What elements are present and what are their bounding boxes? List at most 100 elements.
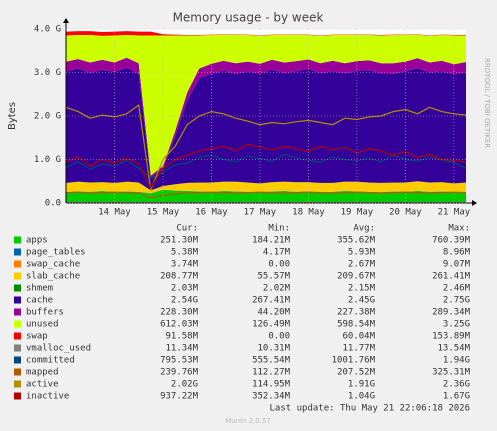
legend-stat: 1001.76M	[332, 356, 376, 366]
legend-swatch	[14, 344, 21, 352]
legend-swatch	[14, 368, 21, 376]
y-tick-label: 0.0	[45, 199, 61, 209]
legend-stat: 11.77M	[342, 344, 375, 354]
legend-stat: 0.00	[268, 332, 290, 342]
legend-stat: 2.45G	[348, 296, 375, 306]
legend-stat: 5.38M	[171, 248, 199, 258]
legend-stat: 2.67M	[348, 260, 376, 270]
legend-stat: 91.58M	[165, 332, 198, 342]
legend-stat: 352.34M	[252, 392, 291, 402]
legend-stat: 760.39M	[432, 236, 471, 246]
legend-stat: 55.57M	[257, 272, 290, 282]
y-tick-label: 2.0 G	[34, 112, 61, 122]
y-axis-arrow	[63, 18, 69, 23]
legend-label: cache	[26, 296, 53, 306]
y-axis-label: Bytes	[7, 102, 18, 130]
legend-stat: 4.17M	[263, 248, 291, 258]
legend-swatch	[14, 284, 21, 292]
legend-stat: 598.54M	[337, 320, 376, 330]
legend-stat: 1.04G	[348, 392, 375, 402]
stat-header: Cur:	[176, 224, 198, 234]
legend-swatch	[14, 248, 21, 256]
legend-stat: 355.62M	[337, 236, 376, 246]
legend-stat: 184.21M	[252, 236, 291, 246]
legend-stat: 2.02G	[171, 380, 198, 390]
y-tick-label: 1.0 G	[34, 155, 61, 165]
legend-stat: 2.46M	[443, 284, 471, 294]
legend-stat: 60.04M	[342, 332, 375, 342]
legend-swatch	[14, 332, 21, 340]
legend-stat: 1.67G	[443, 392, 470, 402]
legend-stat: 228.30M	[160, 308, 199, 318]
legend-stat: 126.49M	[252, 320, 291, 330]
legend-label: mapped	[26, 368, 59, 378]
legend-stat: 2.75G	[443, 296, 470, 306]
plot	[65, 31, 467, 204]
legend-swatch	[14, 392, 21, 400]
legend-stat: 208.77M	[160, 272, 199, 282]
legend-stat: 11.34M	[165, 344, 198, 354]
chart-title: Memory usage - by week	[173, 11, 324, 25]
legend-label: buffers	[26, 308, 64, 318]
legend-stat: 13.54M	[437, 344, 470, 354]
legend-stat: 289.34M	[432, 308, 471, 318]
side-label: RRDTOOL / TOBI OETIKER	[483, 58, 491, 148]
stat-header: Min:	[268, 224, 290, 234]
legend-swatch	[14, 260, 21, 268]
legend-stat: 209.67M	[337, 272, 376, 282]
legend-stat: 3.74M	[171, 260, 199, 270]
legend-stat: 2.02M	[263, 284, 291, 294]
line	[65, 191, 467, 199]
legend-stat: 1.94G	[443, 356, 470, 366]
legend-label: apps	[26, 236, 48, 246]
x-tick-label: 19 May	[341, 208, 374, 218]
area	[66, 34, 466, 176]
last-update: Last update: Thu May 21 22:06:18 2026	[270, 404, 470, 414]
legend-stat: 227.38M	[337, 308, 376, 318]
area	[66, 181, 466, 191]
x-tick-label: 14 May	[98, 208, 131, 218]
legend-label: active	[26, 380, 59, 390]
legend-stat: 261.41M	[432, 272, 471, 282]
line	[65, 143, 467, 190]
x-tick-label: 20 May	[389, 208, 422, 218]
legend-stat: 153.89M	[432, 332, 471, 342]
legend-stat: 114.95M	[252, 380, 291, 390]
legend-stat: 5.93M	[348, 248, 376, 258]
x-tick-label: 15 May	[147, 208, 180, 218]
legend-stat: 795.53M	[160, 356, 199, 366]
area	[66, 67, 466, 191]
legend-label: slab_cache	[26, 272, 80, 282]
legend-stat: 207.52M	[337, 368, 376, 378]
legend-label: swap	[26, 332, 48, 342]
legend-label: shmem	[26, 284, 53, 294]
y-tick-label: 4.0 G	[34, 25, 61, 35]
legend-label: inactive	[26, 392, 69, 402]
legend-stat: 267.41M	[252, 296, 291, 306]
legend-stat: 3.25G	[443, 320, 470, 330]
area	[66, 31, 466, 36]
legend-stat: 937.22M	[160, 392, 199, 402]
line	[65, 153, 467, 180]
legend-stat: 612.03M	[160, 320, 199, 330]
legend-stat: 10.31M	[257, 344, 290, 354]
legend-stat: 239.76M	[160, 368, 199, 378]
legend-stat: 9.07M	[443, 260, 471, 270]
legend-label: unused	[26, 320, 59, 330]
legend-label: committed	[26, 356, 75, 366]
legend-stat: 8.96M	[443, 248, 471, 258]
area	[66, 57, 466, 178]
footer: Munin 2.0.57	[225, 417, 271, 425]
legend-label: page_tables	[26, 248, 86, 258]
legend-stat: 325.31M	[432, 368, 471, 378]
legend-swatch	[14, 380, 21, 388]
x-tick-label: 18 May	[292, 208, 325, 218]
legend-swatch	[14, 308, 21, 316]
legend-label: swap_cache	[26, 260, 80, 270]
stat-header: Avg:	[353, 224, 375, 234]
legend-stat: 2.03M	[171, 284, 199, 294]
legend-stat: 2.36G	[443, 380, 470, 390]
x-axis-arrow	[472, 200, 477, 206]
area	[66, 189, 466, 203]
